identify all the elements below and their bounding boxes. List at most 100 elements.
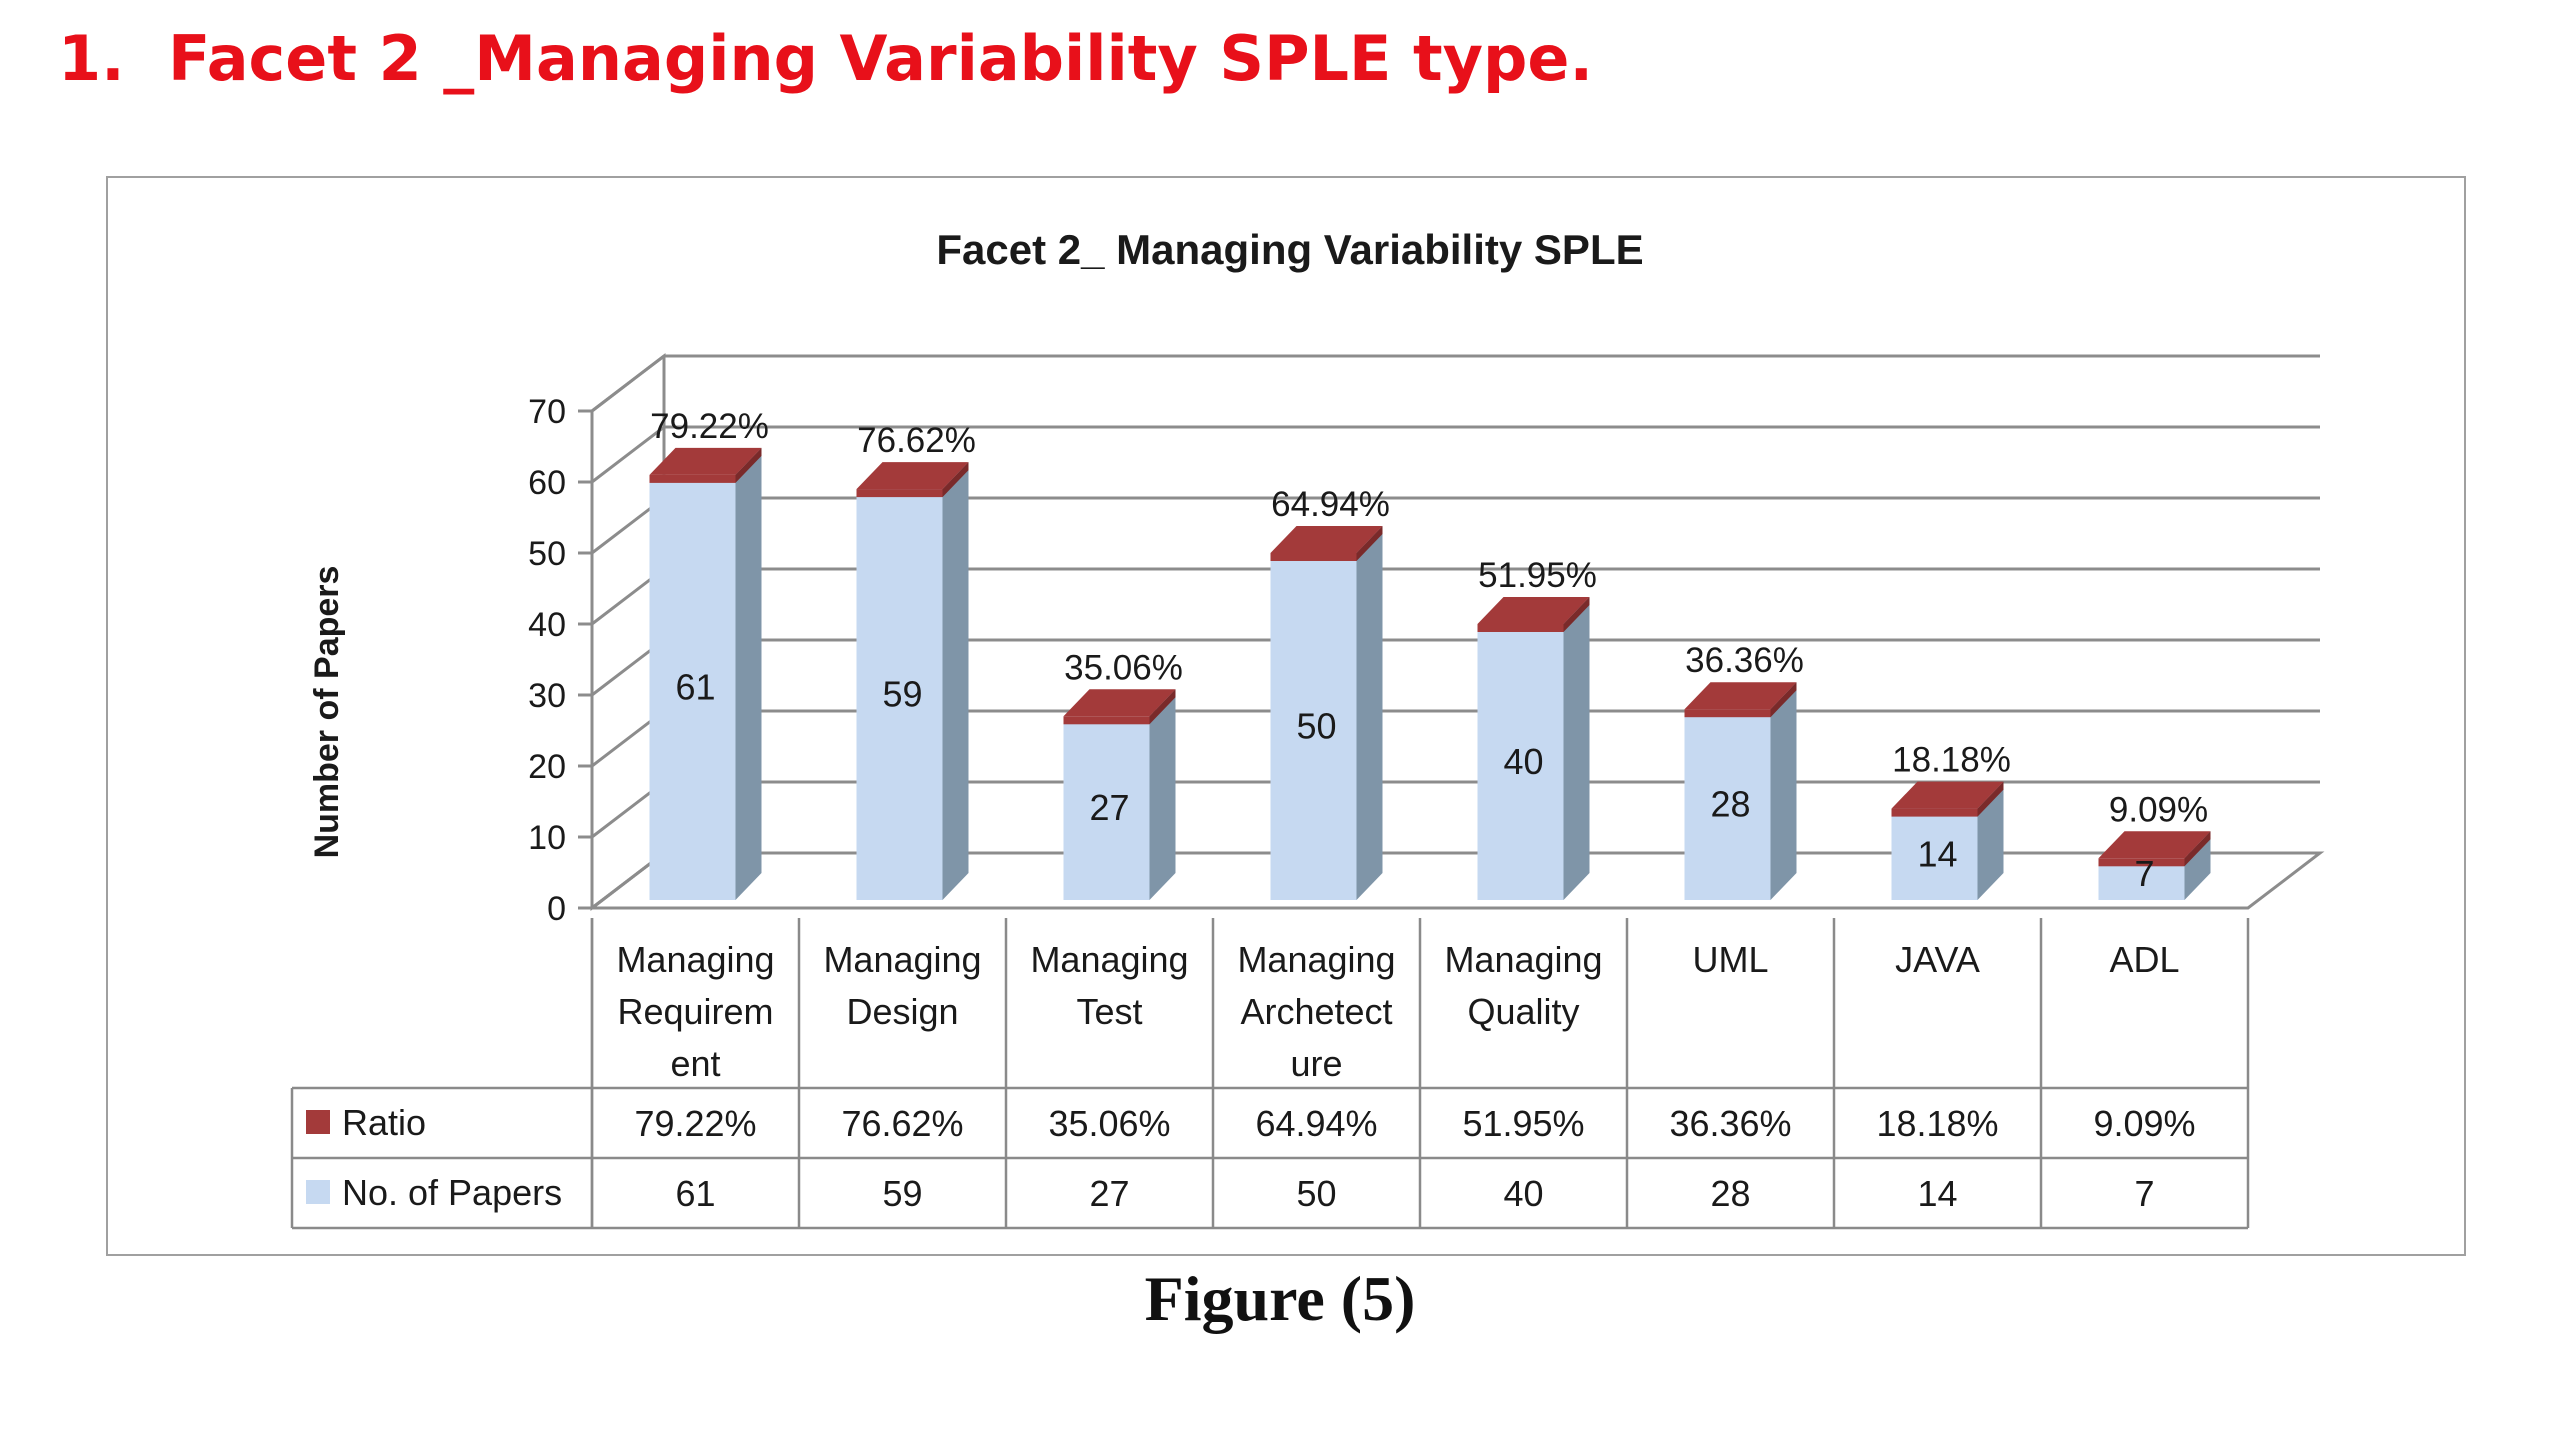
chart-title: Facet 2_ Managing Variability SPLE [936,226,1643,273]
bar-papers [1891,808,1978,900]
heading-text: Facet 2 _Managing Variability SPLE type. [168,22,1594,95]
x-category-label: JAVA [1895,939,1980,980]
bar-ratio-cap-side [1977,781,2004,817]
bar-ratio-cap [1063,689,1176,717]
bar-ratio-cap-side [1356,526,1383,561]
legend-label-papers: No. of Papers [342,1172,562,1213]
bar-papers [649,474,736,900]
x-category-label: Managing [1237,939,1395,980]
y-tick-label: 70 [528,393,566,431]
legend-label-ratio: Ratio [342,1102,426,1143]
bar-ratio-segment [2098,858,2185,867]
x-category-label: ADL [2109,939,2179,980]
table-cell-ratio: 64.94% [1255,1103,1377,1144]
gridline [591,780,2320,839]
bar-ratio-label: 9.09% [2109,790,2208,829]
gridline [591,709,2320,768]
bar-ratio-label: 35.06% [1064,648,1183,687]
chart-floor [587,851,2325,910]
bar-side [2184,831,2211,900]
bar-value-label: 7 [2134,853,2154,894]
x-category-label: Archetect [1240,991,1392,1032]
bar-ratio-label: 18.18% [1892,741,2011,780]
bar-side [1770,682,1797,900]
bar-papers [1477,624,1564,900]
bar-ratio-segment [1063,716,1150,725]
bar-value-label: 27 [1089,787,1129,828]
bar-ratio-cap [1891,781,2004,809]
x-category-label: Managing [1444,939,1602,980]
bar-ratio-cap-side [735,447,762,483]
bar-value-label: 40 [1503,741,1543,782]
y-tick-label: 40 [528,606,566,644]
table-cell-ratio: 79.22% [634,1103,756,1144]
bar-ratio-segment [649,474,736,483]
table-cell-papers: 27 [1089,1173,1129,1214]
bar-ratio-cap-side [1149,689,1176,725]
bar-side [942,462,969,900]
bar-ratio-cap [1477,597,1590,624]
figure-caption: Figure (5) [1144,1263,1416,1334]
bar-side [1149,689,1176,900]
y-tick-label: 30 [528,677,566,715]
slide-heading: 1. Facet 2 _Managing Variability SPLE typ… [58,22,1593,95]
bar-papers [856,489,943,900]
table-cell-ratio: 18.18% [1876,1103,1998,1144]
bar-ratio-segment [1891,808,1978,817]
table-cell-papers: 28 [1710,1173,1750,1214]
legend-swatch-papers [306,1180,330,1204]
bar-side [1977,781,2004,900]
table-cell-papers: 7 [2134,1173,2154,1214]
table-cell-ratio: 36.36% [1669,1103,1791,1144]
table-cell-ratio: 51.95% [1462,1103,1584,1144]
x-category-label: Managing [823,939,981,980]
gridline [591,496,2320,555]
x-category-label: Managing [1030,939,1188,980]
bar-ratio-label: 36.36% [1685,641,1804,680]
gridline [591,425,2320,484]
gridline [591,851,2320,910]
table-cell-papers: 61 [675,1173,715,1214]
table-cell-ratio: 76.62% [841,1103,963,1144]
y-tick-label: 60 [528,464,566,502]
bar-side [735,447,762,900]
gridline [591,567,2320,626]
bar-ratio-segment [1684,709,1771,718]
bar-ratio-cap-side [1563,597,1590,632]
legend-swatch-ratio [306,1110,330,1134]
y-tick-label: 50 [528,535,566,573]
y-tick-label: 20 [528,748,566,786]
bar-side [1356,526,1383,900]
bar-value-label: 28 [1710,784,1750,825]
table-cell-papers: 40 [1503,1173,1543,1214]
bar-ratio-cap-side [1770,682,1797,718]
gridline [591,354,2320,413]
x-category-label: ure [1290,1043,1342,1084]
bar-value-label: 14 [1917,833,1957,874]
x-category-label: Design [846,991,958,1032]
gridline [591,638,2320,697]
bar-side [1563,597,1590,900]
bar-ratio-label: 64.94% [1271,485,1390,524]
bar-ratio-label: 79.22% [650,407,769,446]
y-axis-label: Number of Papers [308,566,346,859]
bar-value-label: 61 [675,666,715,707]
bar-ratio-cap [856,462,969,490]
bar-value-label: 50 [1296,706,1336,747]
bar-ratio-cap-side [2184,831,2211,867]
x-category-label: Managing [616,939,774,980]
x-category-label: Requirem [617,991,773,1032]
heading-number: 1. [58,22,125,95]
bar-papers [1063,716,1150,900]
bar-ratio-segment [856,489,943,498]
bar-ratio-label: 76.62% [857,421,976,460]
bar-ratio-segment [1270,553,1357,561]
y-tick-label: 10 [528,819,566,857]
table-cell-papers: 59 [882,1173,922,1214]
bar-ratio-cap [1270,526,1383,553]
bar-ratio-cap [2098,831,2211,859]
bar-ratio-cap-side [942,462,969,498]
x-category-label: Test [1076,991,1142,1032]
bar-papers [1270,553,1357,900]
